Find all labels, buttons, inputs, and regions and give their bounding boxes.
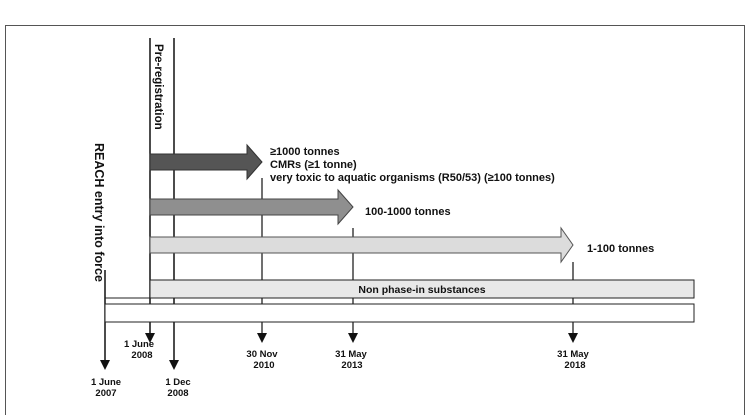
pre-registration-label: Pre-registration [152, 44, 164, 130]
date-june-2008-year: 2008 [131, 350, 152, 361]
diagram-frame [5, 25, 745, 415]
date-nov-2010-day: 30 Nov [246, 349, 278, 360]
may-2013-arrowhead [348, 333, 358, 343]
band-2-arrow [149, 188, 354, 226]
date-may-2013-day: 31 May [335, 349, 367, 360]
date-may-2018-year: 2018 [564, 360, 585, 371]
non-phase-in-bar [149, 279, 695, 299]
date-june-2007-year: 2007 [95, 388, 116, 399]
date-dec-2008-year: 2008 [167, 388, 188, 399]
band-3-label: 1-100 tonnes [587, 243, 654, 255]
band-2-label: 100-1000 tonnes [365, 206, 451, 218]
date-may-2013-year: 2013 [341, 360, 362, 371]
band-1-line-3: very toxic to aquatic organisms (R50/53)… [270, 172, 555, 184]
june-2008-arrowhead [145, 333, 155, 343]
band-1-line-2: CMRs (≥1 tonne) [270, 159, 357, 171]
date-nov-2010-year: 2010 [253, 360, 274, 371]
date-may-2018-day: 31 May [557, 349, 589, 360]
date-june-2008-day: 1 June [124, 339, 154, 350]
band-1-line-1: ≥1000 tonnes [270, 146, 340, 158]
lower-timeline-bar [104, 303, 695, 323]
nov-2010-arrowhead [257, 333, 267, 343]
entry-into-force-arrowhead [100, 360, 110, 370]
date-dec-2008-day: 1 Dec [165, 377, 190, 388]
non-phase-in-label: Non phase-in substances [358, 284, 485, 296]
may-2018-arrowhead [568, 333, 578, 343]
entry-into-force-label: REACH entry into force [92, 143, 106, 282]
band-3-arrow [149, 226, 574, 264]
dec-2008-arrowhead [169, 360, 179, 370]
date-june-2007-day: 1 June [91, 377, 121, 388]
band-1-arrow [149, 143, 263, 181]
